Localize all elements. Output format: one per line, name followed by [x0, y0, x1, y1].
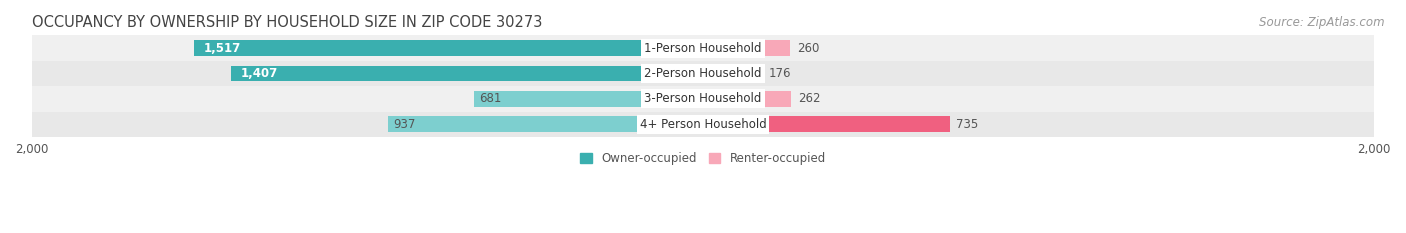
- Text: 735: 735: [956, 118, 979, 131]
- Bar: [703, 66, 762, 81]
- Text: 262: 262: [797, 93, 820, 105]
- Text: Source: ZipAtlas.com: Source: ZipAtlas.com: [1260, 16, 1385, 29]
- Bar: [703, 116, 949, 132]
- Bar: [32, 35, 1374, 61]
- Text: 2-Person Household: 2-Person Household: [644, 67, 762, 80]
- Bar: [703, 91, 792, 107]
- Bar: [32, 112, 1374, 137]
- Text: OCCUPANCY BY OWNERSHIP BY HOUSEHOLD SIZE IN ZIP CODE 30273: OCCUPANCY BY OWNERSHIP BY HOUSEHOLD SIZE…: [32, 15, 543, 30]
- Text: 4+ Person Household: 4+ Person Household: [640, 118, 766, 131]
- Text: 260: 260: [797, 41, 820, 55]
- Bar: [32, 86, 1374, 112]
- Text: 176: 176: [769, 67, 792, 80]
- Text: 681: 681: [479, 93, 502, 105]
- Legend: Owner-occupied, Renter-occupied: Owner-occupied, Renter-occupied: [575, 147, 831, 170]
- Bar: [388, 116, 703, 132]
- Bar: [194, 40, 703, 56]
- Text: 1,517: 1,517: [204, 41, 242, 55]
- Text: 937: 937: [394, 118, 416, 131]
- Text: 1-Person Household: 1-Person Household: [644, 41, 762, 55]
- Bar: [32, 61, 1374, 86]
- Text: 3-Person Household: 3-Person Household: [644, 93, 762, 105]
- Bar: [703, 40, 790, 56]
- Bar: [474, 91, 703, 107]
- Bar: [231, 66, 703, 81]
- Text: 1,407: 1,407: [240, 67, 278, 80]
